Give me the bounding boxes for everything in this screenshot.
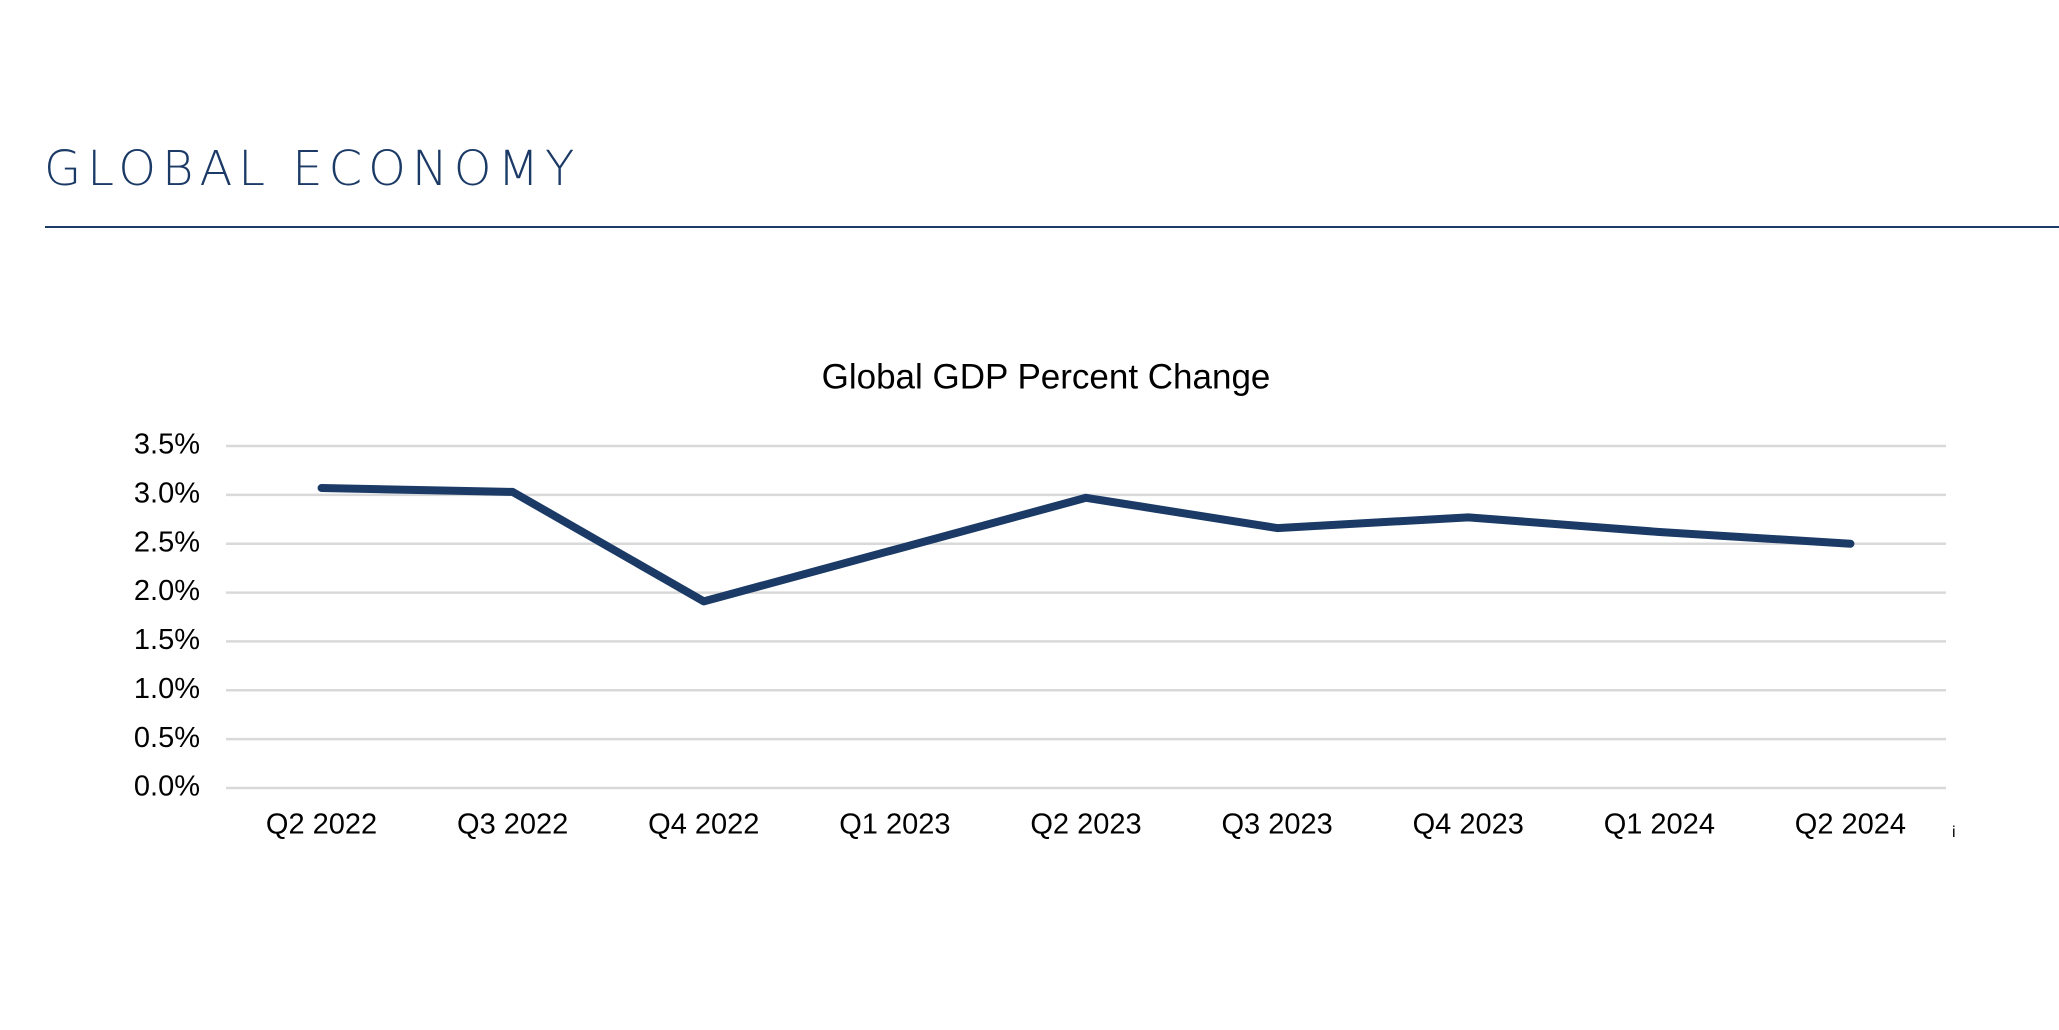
y-tick-label: 1.0% (134, 673, 200, 705)
x-tick-label: Q3 2023 (1221, 809, 1332, 841)
x-tick-label: Q1 2024 (1604, 809, 1715, 841)
y-tick-label: 3.5% (134, 429, 200, 461)
page-title: GLOBAL ECONOMY (44, 141, 580, 197)
y-tick-label: 2.5% (134, 526, 200, 558)
x-tick-label: Q2 2024 (1795, 809, 1906, 841)
data-line (317, 484, 1855, 606)
x-tick-label: Q4 2023 (1413, 809, 1524, 841)
y-tick-label: 3.0% (134, 478, 200, 510)
x-tick-label: Q2 2022 (266, 809, 377, 841)
x-tick-label: Q3 2022 (457, 809, 568, 841)
annotation: i (1952, 824, 1956, 841)
x-tick-label: Q1 2023 (839, 809, 950, 841)
y-tick-label: 2.0% (134, 575, 200, 607)
y-tick-label: 0.5% (134, 722, 200, 754)
x-tick-label: Q2 2023 (1030, 809, 1141, 841)
y-tick-label: 0.0% (134, 771, 200, 803)
x-tick-label: Q4 2022 (648, 809, 759, 841)
chart-title: Global GDP Percent Change (822, 357, 1271, 396)
y-tick-label: 1.5% (134, 624, 200, 656)
